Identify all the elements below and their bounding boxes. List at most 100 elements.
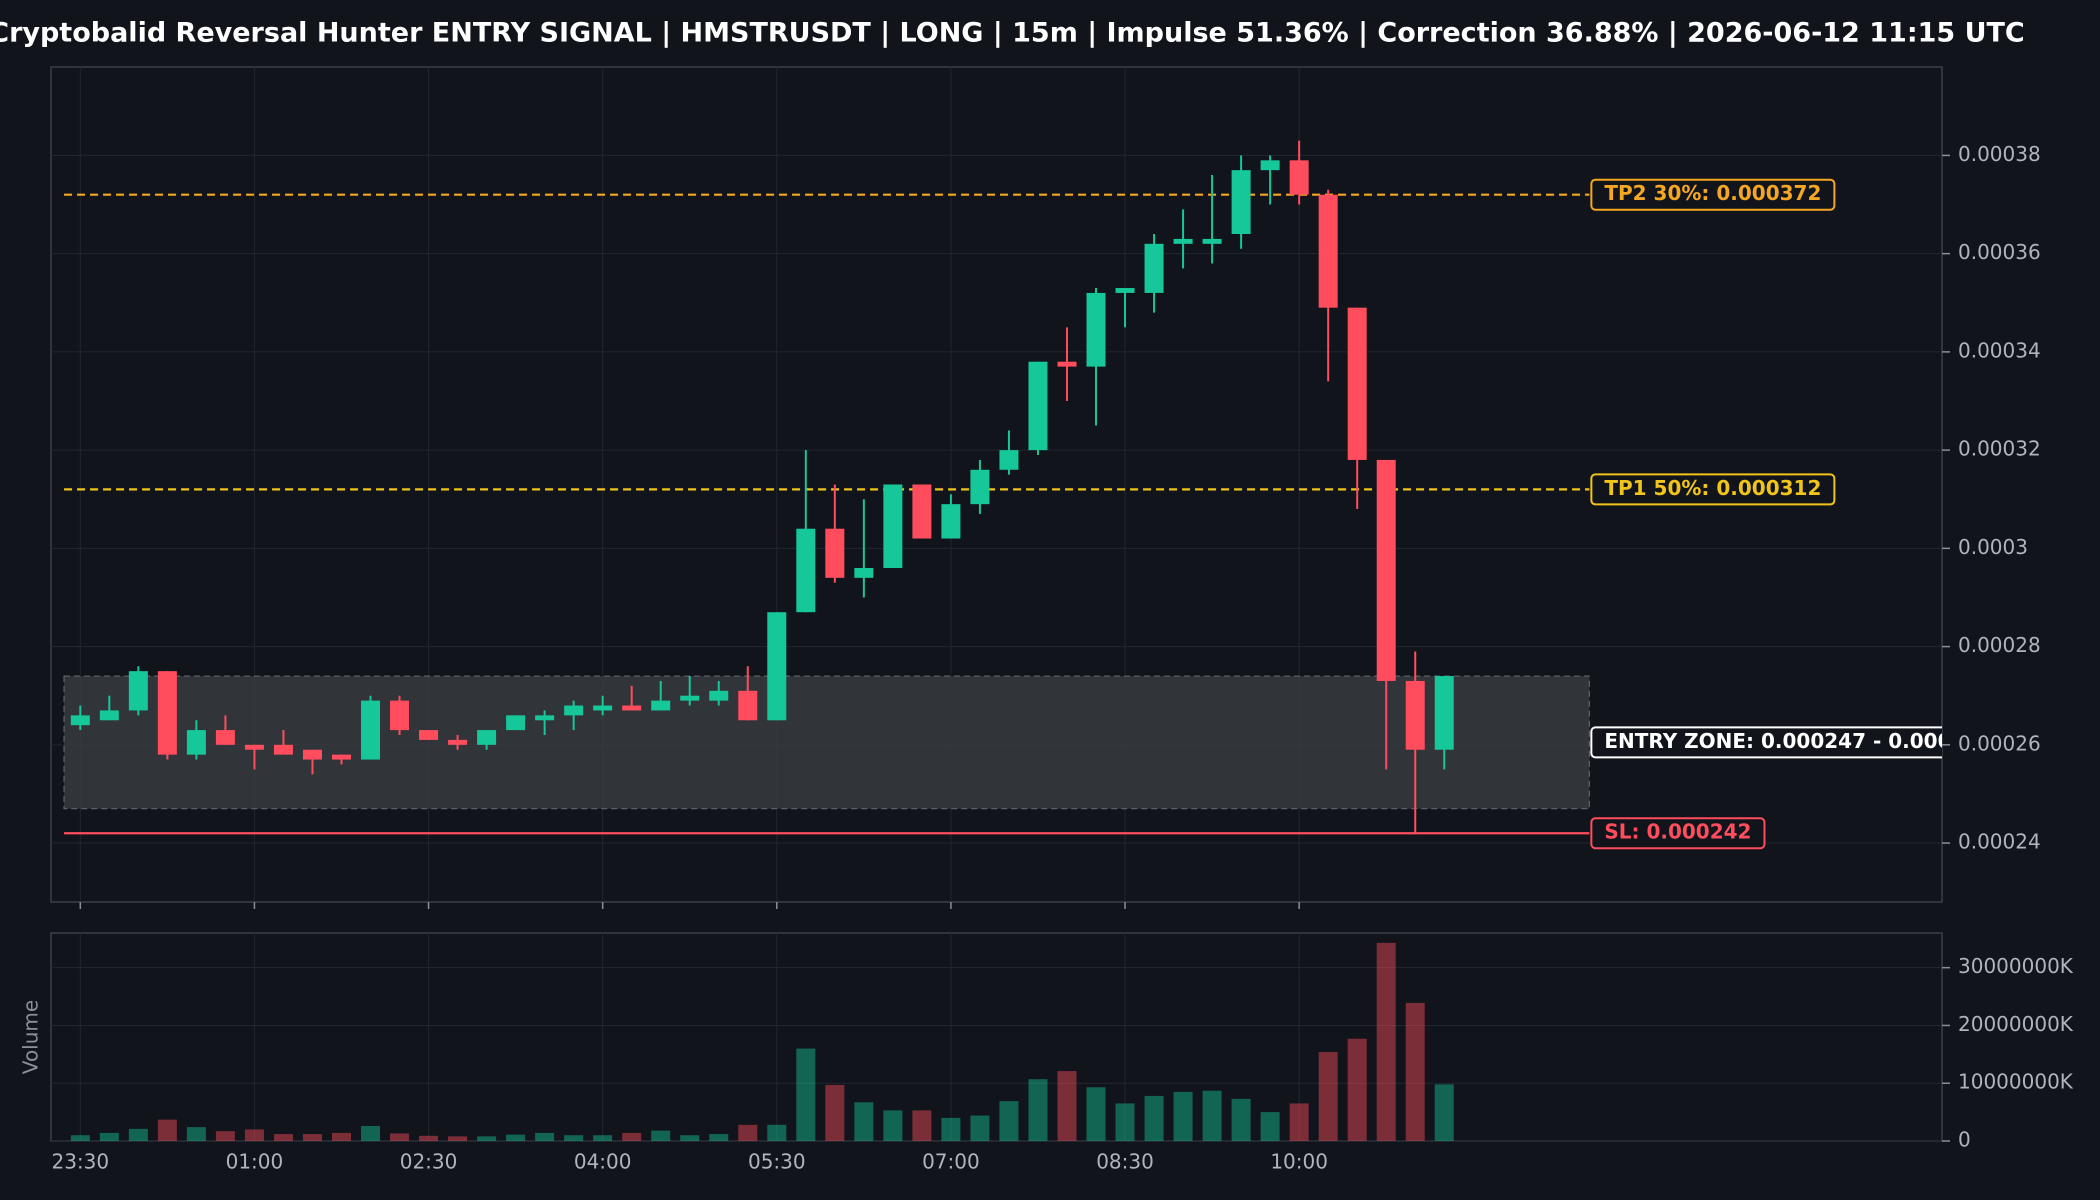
y-tick-label: 0.00028 bbox=[1958, 633, 2041, 657]
label-text: ENTRY ZONE: 0.000247 - 0.000274 bbox=[1604, 729, 1993, 753]
volume-bar bbox=[796, 1048, 816, 1141]
y-tick-label: 0 bbox=[1958, 1128, 1971, 1152]
volume-bar bbox=[709, 1134, 729, 1141]
label-box bbox=[1590, 817, 1766, 850]
volume-bar bbox=[419, 1135, 439, 1141]
candle-body bbox=[1115, 288, 1135, 293]
y-tick-label: 30000000K bbox=[1958, 954, 2074, 978]
level-label: TP1 50%: 0.000312 bbox=[1590, 473, 1836, 506]
candle-body bbox=[999, 450, 1019, 470]
label-text: TP2 30%: 0.000372 bbox=[1604, 181, 1821, 205]
candle-body bbox=[215, 730, 235, 745]
label-text: SL: 0.000242 bbox=[1604, 820, 1751, 844]
volume-bar bbox=[186, 1127, 206, 1141]
candle-body bbox=[825, 528, 845, 578]
candle-body bbox=[564, 705, 584, 716]
volume-bar bbox=[912, 1110, 932, 1141]
volume-bar bbox=[883, 1110, 903, 1141]
y-tick-label: 0.00038 bbox=[1958, 142, 2041, 166]
candle-body bbox=[854, 568, 874, 578]
candle-body bbox=[709, 690, 729, 701]
candle-body bbox=[331, 754, 351, 760]
volume-bar bbox=[1289, 1103, 1309, 1141]
volume-bar bbox=[767, 1124, 787, 1141]
candle-body bbox=[1260, 160, 1280, 171]
x-tick-label: 07:00 bbox=[922, 1150, 980, 1174]
candle-body bbox=[680, 695, 700, 701]
chart-title: Cryptobalid Reversal Hunter ENTRY SIGNAL… bbox=[0, 18, 2025, 49]
level-label: ENTRY ZONE: 0.000247 - 0.000274 bbox=[1590, 726, 1993, 759]
candle-body bbox=[186, 730, 206, 755]
candle-body bbox=[1202, 238, 1222, 244]
x-tick-label: 23:30 bbox=[51, 1150, 109, 1174]
candle-body bbox=[1318, 194, 1338, 308]
volume-plot-area bbox=[50, 932, 1943, 1142]
volume-bar bbox=[970, 1115, 990, 1141]
volume-bar bbox=[128, 1128, 148, 1141]
candle-body bbox=[1173, 238, 1193, 244]
volume-bar bbox=[157, 1119, 177, 1141]
volume-bar bbox=[564, 1135, 584, 1141]
candle-body bbox=[1347, 307, 1367, 460]
candle-body bbox=[1057, 361, 1077, 367]
candle-body bbox=[593, 705, 613, 711]
volume-bar bbox=[680, 1135, 700, 1141]
volume-bar bbox=[244, 1129, 264, 1141]
volume-bar bbox=[1434, 1084, 1454, 1141]
volume-bar bbox=[593, 1135, 613, 1141]
candle-body bbox=[1028, 361, 1048, 451]
label-box bbox=[1590, 178, 1836, 211]
volume-bar bbox=[215, 1131, 235, 1141]
x-tick-label: 08:30 bbox=[1096, 1150, 1154, 1174]
volume-bar bbox=[1086, 1087, 1106, 1141]
x-tick-label: 04:00 bbox=[574, 1150, 632, 1174]
candle-body bbox=[448, 739, 468, 745]
volume-bar bbox=[448, 1136, 468, 1141]
volume-bar bbox=[651, 1130, 671, 1141]
level-label: SL: 0.000242 bbox=[1590, 817, 1766, 850]
candle-body bbox=[157, 671, 177, 755]
y-tick-label: 0.00034 bbox=[1958, 338, 2041, 362]
x-tick-label: 01:00 bbox=[226, 1150, 284, 1174]
candle-body bbox=[244, 744, 264, 750]
volume-axis-label: Volume bbox=[19, 1000, 43, 1074]
y-tick-label: 0.00032 bbox=[1958, 437, 2041, 461]
volume-bar bbox=[1405, 1002, 1425, 1141]
volume-bar bbox=[1347, 1038, 1367, 1141]
candle-body bbox=[1086, 292, 1106, 367]
volume-bar bbox=[477, 1136, 497, 1141]
candle-body bbox=[273, 744, 293, 755]
volume-bar bbox=[941, 1117, 961, 1141]
candle-body bbox=[651, 700, 671, 711]
level-label: TP2 30%: 0.000372 bbox=[1590, 178, 1836, 211]
volume-bar bbox=[390, 1133, 410, 1141]
volume-bar bbox=[1202, 1090, 1222, 1141]
candle-body bbox=[941, 504, 961, 539]
y-tick-label: 0.00024 bbox=[1958, 830, 2041, 854]
label-text: TP1 50%: 0.000312 bbox=[1604, 476, 1821, 500]
candle-body bbox=[1231, 170, 1251, 234]
candle-body bbox=[912, 484, 932, 539]
label-box bbox=[1590, 726, 1942, 759]
candle-body bbox=[970, 469, 990, 505]
volume-bar bbox=[331, 1132, 351, 1141]
candle-body bbox=[419, 730, 439, 740]
volume-bar bbox=[999, 1101, 1019, 1141]
volume-bar bbox=[825, 1084, 845, 1141]
candle-body bbox=[535, 715, 555, 721]
volume-bar bbox=[1057, 1071, 1077, 1141]
volume-bar bbox=[738, 1124, 758, 1141]
volume-bar bbox=[70, 1135, 90, 1141]
volume-bar bbox=[1376, 942, 1396, 1141]
y-tick-label: 10000000K bbox=[1958, 1070, 2074, 1094]
y-tick-label: 0.00036 bbox=[1958, 240, 2041, 264]
volume-bar bbox=[535, 1132, 555, 1141]
candle-body bbox=[302, 749, 322, 760]
label-box bbox=[1590, 473, 1836, 506]
candle-body bbox=[70, 715, 90, 726]
x-tick-label: 02:30 bbox=[400, 1150, 458, 1174]
candle-body bbox=[738, 690, 758, 721]
volume-bar bbox=[1115, 1103, 1135, 1141]
